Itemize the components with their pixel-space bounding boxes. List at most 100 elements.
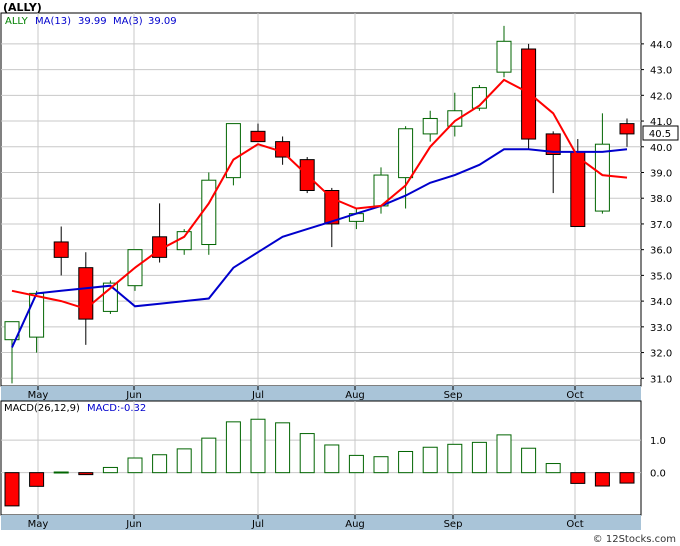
macd-bar xyxy=(299,433,315,474)
candle xyxy=(594,113,610,214)
candle-body-up xyxy=(496,40,512,73)
candle-body-down xyxy=(78,267,94,320)
macd-bar xyxy=(78,472,94,476)
candle-body-down xyxy=(570,151,586,228)
candle xyxy=(521,43,537,150)
legend-ma13-label: MA(13) xyxy=(35,16,71,27)
price-y-axis: 31.0 32.0 33.0 34.0 35.0 36.0 37.0 38.0 39.0 40.0… xyxy=(641,40,672,385)
macd-x-axis: May Jun Jul Aug Sep Oct xyxy=(28,515,584,530)
price-x-tick-label: Oct xyxy=(566,390,583,401)
price-x-tick-label: Jul xyxy=(251,390,264,401)
price-y-tick-label: 36.0 xyxy=(650,246,672,257)
price-y-tick-label: 40.0 xyxy=(650,143,672,154)
macd-bar xyxy=(398,450,414,474)
candle xyxy=(545,131,561,194)
candle-body-up xyxy=(398,128,414,179)
candle-body-down xyxy=(619,123,635,135)
legend-ma3-value: 39.09 xyxy=(148,16,177,27)
macd-bar xyxy=(594,472,610,487)
ma3-line xyxy=(11,78,628,310)
price-x-tick-label: Sep xyxy=(444,390,463,401)
macd-x-tick-label: Sep xyxy=(444,519,463,530)
macd-bar xyxy=(619,472,635,484)
macd-bar xyxy=(152,454,168,474)
candle-body-up xyxy=(594,143,610,212)
macd-bar xyxy=(275,422,291,474)
candle xyxy=(619,118,635,147)
price-y-tick-label: 38.0 xyxy=(650,194,672,205)
macd-x-tick-label: May xyxy=(28,519,49,530)
price-x-tick-label: May xyxy=(28,390,49,401)
macd-bar xyxy=(422,446,438,474)
price-y-tick-label: 32.0 xyxy=(650,349,672,360)
legend-symbol: ALLY xyxy=(5,16,29,27)
candle xyxy=(4,321,20,384)
macd-x-tick-label: Oct xyxy=(566,519,583,530)
candle xyxy=(496,25,512,78)
macd-bar xyxy=(127,457,143,474)
candle-body-up xyxy=(201,179,217,246)
last-price-marker: 40.5 xyxy=(642,125,679,141)
macd-bar xyxy=(471,441,487,474)
candle-body-up xyxy=(422,117,438,135)
price-panel xyxy=(0,12,642,387)
macd-y-tick-label: 0.0 xyxy=(650,469,666,480)
price-y-tick-label: 41.0 xyxy=(650,117,672,128)
price-x-axis-band xyxy=(1,386,641,401)
macd-bar xyxy=(201,437,217,474)
moving-average-lines xyxy=(11,78,628,348)
macd-bar xyxy=(4,472,20,507)
candle xyxy=(53,226,69,276)
candle-body-down xyxy=(521,48,537,140)
macd-label: MACD(26,12,9) xyxy=(4,403,80,414)
macd-bar xyxy=(176,448,192,474)
macd-x-tick-label: Jul xyxy=(251,519,264,530)
macd-y-tick-label: 1.0 xyxy=(650,436,666,447)
macd-panel xyxy=(0,400,642,516)
candle xyxy=(127,249,143,291)
ma13-line xyxy=(11,148,628,348)
price-x-tick-label: Jun xyxy=(125,390,142,401)
price-x-axis: May Jun Jul Aug Sep Oct xyxy=(28,386,584,401)
macd-bar xyxy=(53,471,69,474)
price-y-tick-label: 34.0 xyxy=(650,297,672,308)
price-y-tick-label: 44.0 xyxy=(650,40,672,51)
candle-body-down xyxy=(545,133,561,155)
macd-bar xyxy=(373,456,389,474)
candle xyxy=(570,139,586,228)
candle xyxy=(29,290,45,353)
macd-bar xyxy=(348,454,364,474)
macd-x-tick-label: Aug xyxy=(345,519,365,530)
macd-bar xyxy=(102,466,118,474)
macd-bar xyxy=(324,444,340,474)
candle-body-up xyxy=(176,231,192,251)
candle-body-down xyxy=(53,241,69,258)
macd-bar xyxy=(545,463,561,474)
candle xyxy=(471,85,487,111)
legend-ma13-value: 39.99 xyxy=(78,16,107,27)
candle-body-up xyxy=(29,292,45,338)
candle xyxy=(225,123,241,186)
watermark: © 12Stocks.com xyxy=(593,534,676,545)
macd-bar xyxy=(250,418,266,474)
macd-x-axis-band xyxy=(1,515,641,530)
price-y-tick-label: 42.0 xyxy=(650,91,672,102)
macd-bar xyxy=(521,447,537,474)
macd-bar xyxy=(29,472,45,487)
price-y-tick-label: 43.0 xyxy=(650,66,672,77)
legend-ma3-label: MA(3) xyxy=(113,16,143,27)
macd-histogram xyxy=(4,418,635,507)
macd-bar xyxy=(570,472,586,484)
macd-y-axis: 0.0 1.0 xyxy=(650,436,666,480)
price-y-tick-label: 39.0 xyxy=(650,168,672,179)
candle xyxy=(447,92,463,137)
chart-symbol-title: (ALLY) xyxy=(3,1,42,14)
last-price-label: 40.5 xyxy=(649,129,671,140)
price-y-tick-label: 35.0 xyxy=(650,271,672,282)
macd-value: MACD:-0.32 xyxy=(87,403,146,414)
candle xyxy=(201,172,217,255)
macd-bar xyxy=(447,443,463,474)
macd-bar xyxy=(225,421,241,474)
candle xyxy=(250,123,266,143)
